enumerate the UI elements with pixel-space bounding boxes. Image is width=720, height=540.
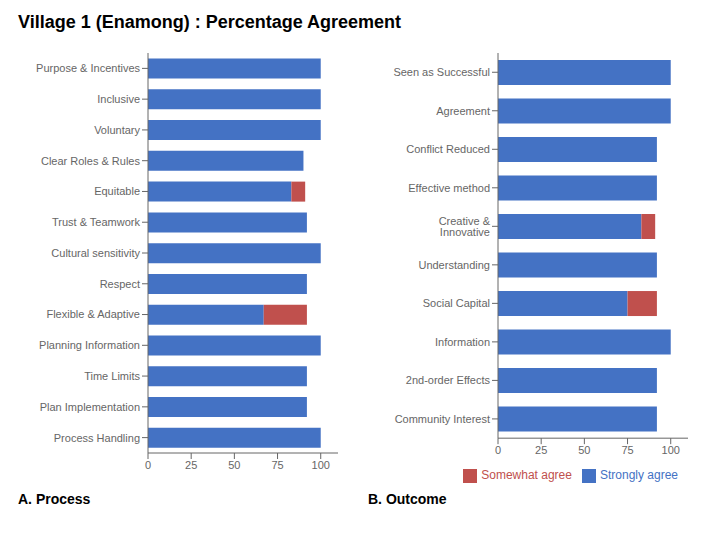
svg-text:Time Limits: Time Limits — [84, 370, 140, 382]
svg-text:Clear Roles & Rules: Clear Roles & Rules — [41, 155, 141, 167]
svg-text:100: 100 — [662, 444, 680, 456]
html-text:A. Process: A. Process — [18, 491, 91, 507]
html-text:Somewhat agree: Somewhat agree — [481, 468, 572, 483]
svg-text:Conflict Reduced: Conflict Reduced — [406, 143, 490, 155]
svg-text:Plan Implementation: Plan Implementation — [40, 401, 140, 413]
svg-text:Effective method: Effective method — [408, 182, 490, 194]
svg-text:Process Handling: Process Handling — [54, 432, 140, 444]
svg-text:50: 50 — [578, 444, 590, 456]
svg-text:Respect: Respect — [100, 278, 140, 290]
svg-text:Creative &Innovative: Creative &Innovative — [439, 215, 491, 238]
svg-text:Trust & Teamwork: Trust & Teamwork — [52, 216, 141, 228]
svg-text:Understanding: Understanding — [418, 259, 490, 271]
svg-text:Voluntary: Voluntary — [94, 124, 140, 136]
svg-text:75: 75 — [271, 459, 283, 471]
svg-text:Agreement: Agreement — [436, 105, 490, 117]
svg-text:50: 50 — [228, 459, 240, 471]
svg-text:25: 25 — [535, 444, 547, 456]
svg-text:0: 0 — [495, 444, 501, 456]
svg-text:Planning Information: Planning Information — [39, 339, 140, 351]
html-text:B. Outcome: B. Outcome — [368, 491, 447, 507]
svg-text:Social Capital: Social Capital — [423, 297, 490, 309]
html-text:Village 1 (Enamong) : Percenta: Village 1 (Enamong) : Percentage Agreeme… — [18, 12, 402, 32]
svg-text:Seen as Successful: Seen as Successful — [393, 66, 490, 78]
svg-text:25: 25 — [185, 459, 197, 471]
svg-text:Information: Information — [435, 336, 490, 348]
svg-text:2nd-order Effects: 2nd-order Effects — [406, 374, 491, 386]
svg-text:Flexible & Adaptive: Flexible & Adaptive — [46, 308, 140, 320]
svg-text:75: 75 — [621, 444, 633, 456]
svg-text:Community Interest: Community Interest — [395, 413, 490, 425]
svg-text:0: 0 — [145, 459, 151, 471]
html-text:Strongly agree: Strongly agree — [600, 468, 678, 483]
svg-text:Cultural sensitivity: Cultural sensitivity — [51, 247, 140, 259]
svg-text:Inclusive: Inclusive — [97, 93, 140, 105]
svg-text:100: 100 — [312, 459, 330, 471]
svg-text:Purpose & Incentives: Purpose & Incentives — [36, 62, 140, 74]
svg-text:Equitable: Equitable — [94, 185, 140, 197]
